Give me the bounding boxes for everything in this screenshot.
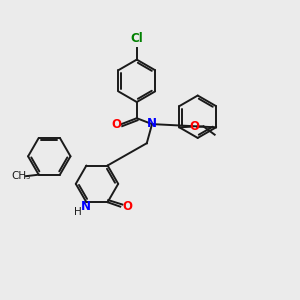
Text: O: O bbox=[122, 200, 132, 213]
Text: O: O bbox=[189, 120, 199, 133]
Text: Cl: Cl bbox=[130, 32, 143, 45]
Text: N: N bbox=[147, 117, 158, 130]
Text: CH₃: CH₃ bbox=[11, 171, 31, 181]
Text: O: O bbox=[111, 118, 121, 131]
Text: H: H bbox=[74, 207, 82, 217]
Text: N: N bbox=[81, 200, 91, 213]
